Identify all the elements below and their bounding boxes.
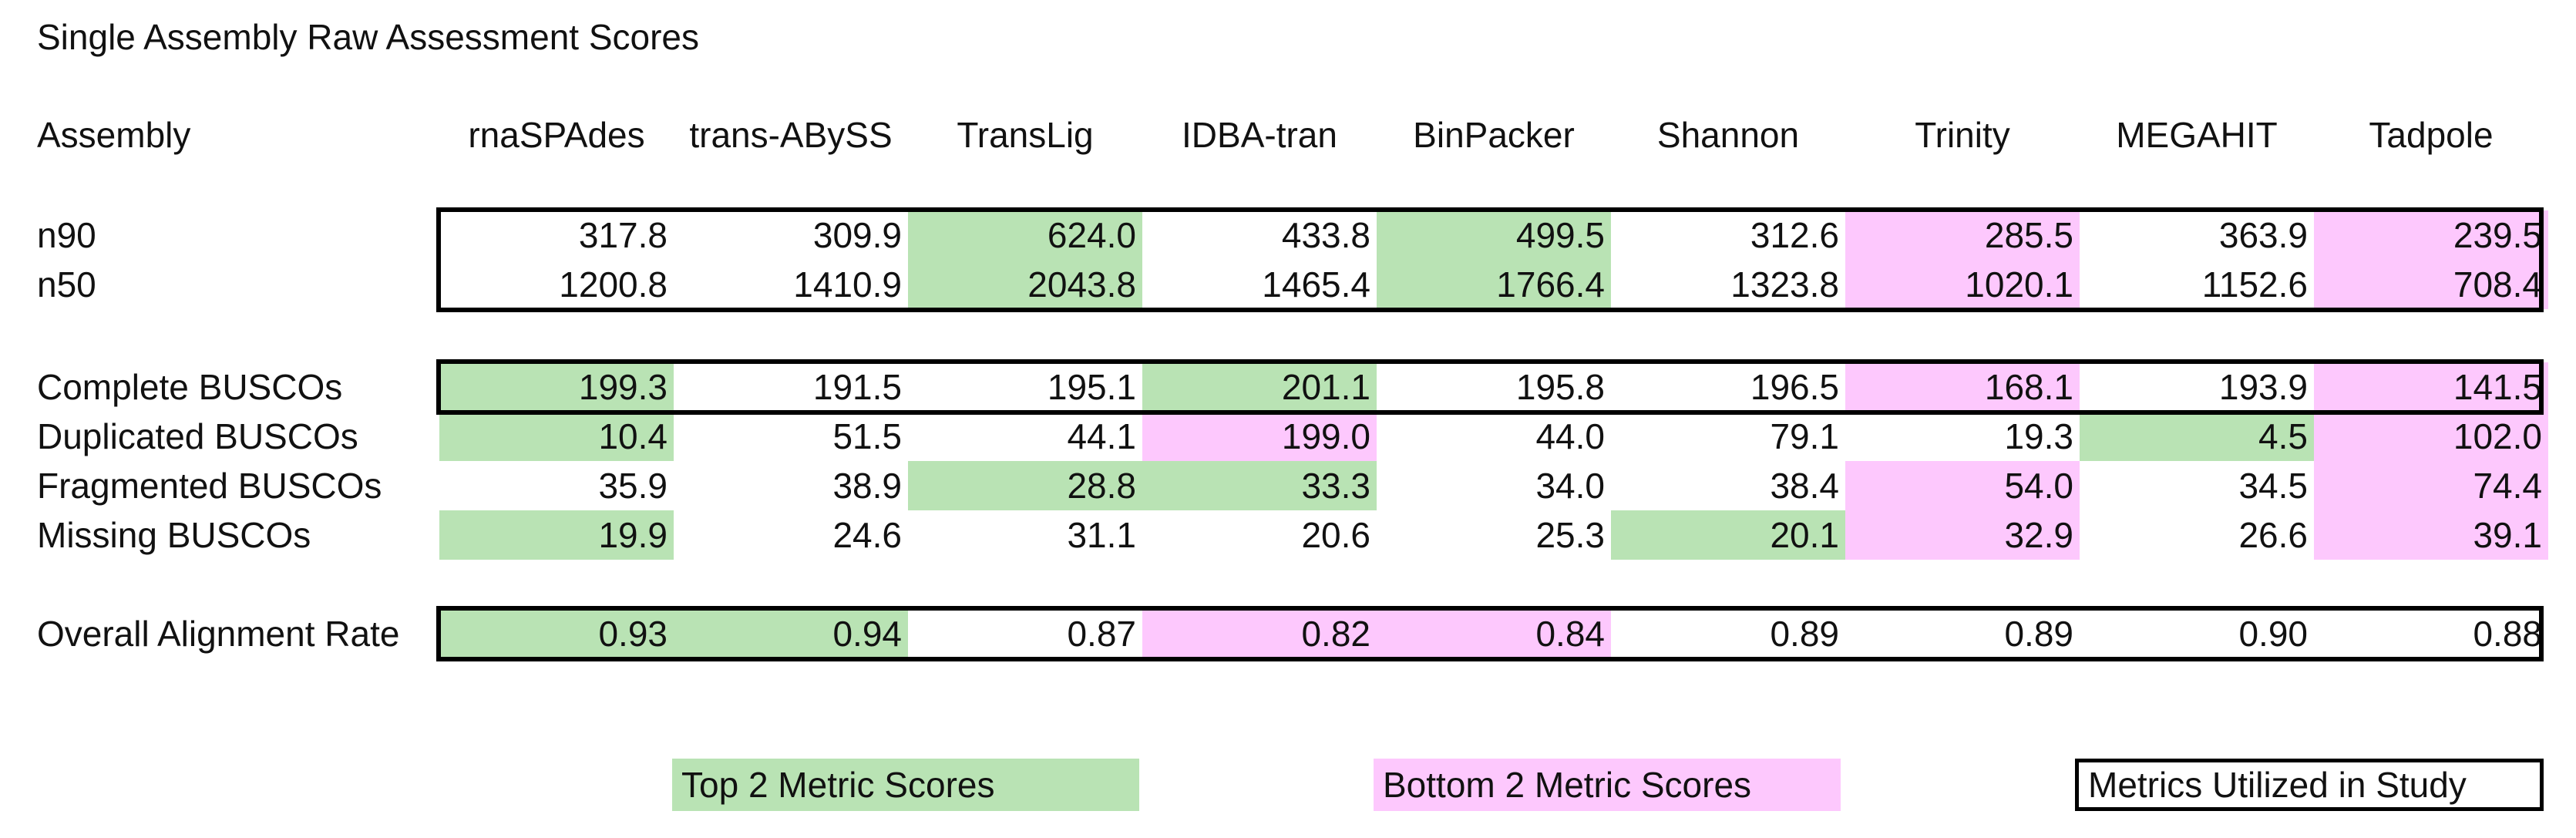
table-cell: 20.6 bbox=[1301, 515, 1370, 555]
table-cell: 195.8 bbox=[1515, 367, 1605, 407]
column-header: Shannon bbox=[1656, 115, 1800, 155]
table-cell: 285.5 bbox=[1845, 210, 2080, 260]
table-cell: 79.1 bbox=[1770, 416, 1839, 456]
table-cell: 201.1 bbox=[1142, 362, 1377, 412]
row-label: Duplicated BUSCOs bbox=[37, 416, 358, 456]
table-cell: 0.93 bbox=[439, 609, 674, 658]
table-cell: 2043.8 bbox=[908, 260, 1142, 309]
table-cell: 19.3 bbox=[2004, 416, 2073, 456]
table-cell: 312.6 bbox=[1750, 215, 1839, 255]
table-cell: 1200.8 bbox=[559, 264, 668, 305]
table-cell: 54.0 bbox=[1845, 461, 2080, 510]
table-cell: 26.6 bbox=[2238, 515, 2308, 555]
table-cell: 19.9 bbox=[439, 510, 674, 560]
table-cell: 44.0 bbox=[1535, 416, 1605, 456]
column-header: BinPacker bbox=[1413, 115, 1575, 155]
table-cell: 102.0 bbox=[2314, 412, 2548, 461]
table-cell: 199.0 bbox=[1142, 412, 1377, 461]
table-cell: 44.1 bbox=[1067, 416, 1136, 456]
row-label: Overall Alignment Rate bbox=[37, 614, 400, 654]
table-cell: 0.89 bbox=[2004, 614, 2073, 654]
table-cell: 317.8 bbox=[578, 215, 668, 255]
table-cell: 74.4 bbox=[2314, 461, 2548, 510]
table-cell: 0.87 bbox=[1067, 614, 1136, 654]
column-header: MEGAHIT bbox=[2116, 115, 2278, 155]
table-row: Missing BUSCOs 19.9 24.6 31.1 20.6 25.3 … bbox=[0, 510, 2576, 560]
table-cell: 51.5 bbox=[832, 416, 902, 456]
table-cell: 34.0 bbox=[1535, 466, 1605, 506]
table-row: Overall Alignment Rate 0.93 0.94 0.87 0.… bbox=[0, 609, 2576, 658]
table-cell: 168.1 bbox=[1845, 362, 2080, 412]
table-cell: 309.9 bbox=[812, 215, 902, 255]
table-cell: 31.1 bbox=[1067, 515, 1136, 555]
table-cell: 0.90 bbox=[2238, 614, 2308, 654]
row-label: n90 bbox=[37, 215, 96, 255]
table-row: Duplicated BUSCOs 10.4 51.5 44.1 199.0 4… bbox=[0, 412, 2576, 461]
table-cell: 1323.8 bbox=[1730, 264, 1839, 305]
row-label: Missing BUSCOs bbox=[37, 515, 311, 555]
column-header: trans-ABySS bbox=[689, 115, 893, 155]
table-cell: 1020.1 bbox=[1845, 260, 2080, 309]
assembly-column-header: Assembly bbox=[37, 115, 191, 155]
row-label: Complete BUSCOs bbox=[37, 367, 343, 407]
column-header: IDBA-tran bbox=[1182, 115, 1337, 155]
table-cell: 195.1 bbox=[1047, 367, 1136, 407]
table-row: n50 1200.8 1410.9 2043.8 1465.4 1766.4 1… bbox=[0, 260, 2576, 309]
table-cell: 20.1 bbox=[1611, 510, 1845, 560]
table-cell: 1465.4 bbox=[1262, 264, 1370, 305]
page-title: Single Assembly Raw Assessment Scores bbox=[37, 17, 700, 57]
table-cell: 35.9 bbox=[598, 466, 668, 506]
column-header: TransLig bbox=[957, 115, 1094, 155]
table-cell: 24.6 bbox=[832, 515, 902, 555]
table-cell: 28.8 bbox=[908, 461, 1142, 510]
table-cell: 34.5 bbox=[2238, 466, 2308, 506]
table-cell: 38.9 bbox=[832, 466, 902, 506]
table-header-row: Assembly rnaSPAdes trans-ABySS TransLig … bbox=[0, 108, 2576, 162]
table-cell: 0.94 bbox=[674, 609, 908, 658]
table-cell: 38.4 bbox=[1770, 466, 1839, 506]
table-cell: 0.84 bbox=[1377, 609, 1611, 658]
row-label: n50 bbox=[37, 264, 96, 305]
row-label: Fragmented BUSCOs bbox=[37, 466, 382, 506]
table-cell: 199.3 bbox=[439, 362, 674, 412]
table-cell: 32.9 bbox=[1845, 510, 2080, 560]
table-cell: 433.8 bbox=[1281, 215, 1370, 255]
table-cell: 39.1 bbox=[2314, 510, 2548, 560]
table-row: Fragmented BUSCOs 35.9 38.9 28.8 33.3 34… bbox=[0, 461, 2576, 510]
column-header: rnaSPAdes bbox=[468, 115, 645, 155]
table-cell: 1766.4 bbox=[1377, 260, 1611, 309]
table-cell: 1152.6 bbox=[2201, 264, 2308, 305]
table-cell: 363.9 bbox=[2218, 215, 2308, 255]
column-header: Trinity bbox=[1915, 115, 2010, 155]
legend-utilized-box: Metrics Utilized in Study bbox=[2075, 759, 2544, 811]
table-cell: 25.3 bbox=[1535, 515, 1605, 555]
legend-bottom2-swatch: Bottom 2 Metric Scores bbox=[1374, 759, 1841, 811]
table-cell: 0.82 bbox=[1142, 609, 1377, 658]
table-cell: 193.9 bbox=[2218, 367, 2308, 407]
table-cell: 4.5 bbox=[2080, 412, 2314, 461]
legend-top2-swatch: Top 2 Metric Scores bbox=[672, 759, 1139, 811]
table-cell: 141.5 bbox=[2314, 362, 2548, 412]
table-row: n90 317.8 309.9 624.0 433.8 499.5 312.6 … bbox=[0, 210, 2576, 260]
table-cell: 33.3 bbox=[1142, 461, 1377, 510]
table-cell: 196.5 bbox=[1750, 367, 1839, 407]
table-cell: 499.5 bbox=[1377, 210, 1611, 260]
table-row: Complete BUSCOs 199.3 191.5 195.1 201.1 … bbox=[0, 362, 2576, 412]
column-header: Tadpole bbox=[2369, 115, 2494, 155]
table-cell: 0.88 bbox=[2473, 614, 2542, 654]
table-cell: 239.5 bbox=[2314, 210, 2548, 260]
table-cell: 10.4 bbox=[439, 412, 674, 461]
table-cell: 191.5 bbox=[812, 367, 902, 407]
table-cell: 624.0 bbox=[908, 210, 1142, 260]
table-cell: 1410.9 bbox=[793, 264, 902, 305]
table-cell: 0.89 bbox=[1770, 614, 1839, 654]
table-cell: 708.4 bbox=[2314, 260, 2548, 309]
